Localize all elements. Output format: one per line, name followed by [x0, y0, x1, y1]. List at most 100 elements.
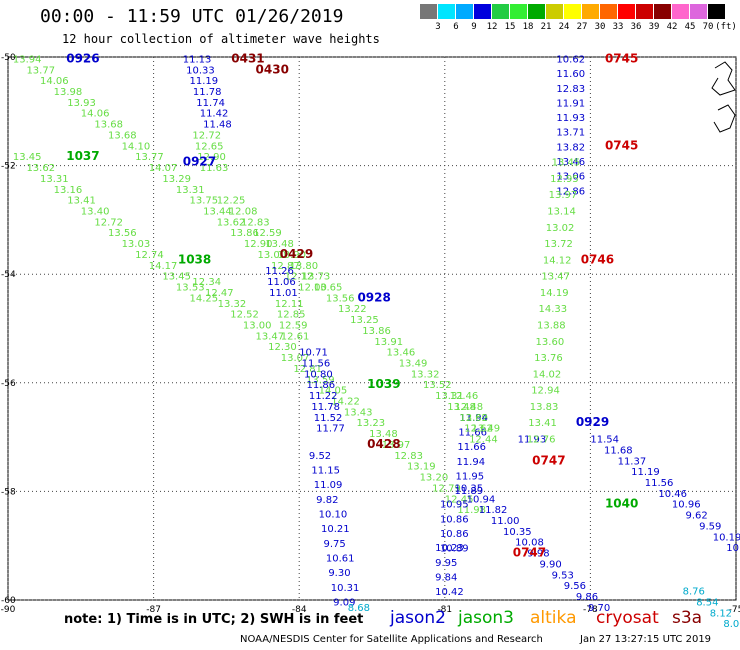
wave-height-value: 10.31	[331, 583, 360, 594]
wave-height-value: 13.52	[423, 380, 452, 391]
wave-height-value: 11.68	[604, 445, 633, 456]
scale-label: 36	[630, 22, 642, 32]
wave-height-value: 13.31	[176, 185, 205, 196]
legend-cryosat: cryosat	[596, 608, 659, 628]
wave-height-value: 12.74	[135, 250, 164, 261]
pass-time-label: 1038	[178, 252, 211, 266]
wave-height-value: 9.84	[435, 572, 457, 583]
scale-swatch	[582, 4, 599, 19]
wave-height-value: 13.41	[67, 196, 96, 207]
lon-tick-label: -90	[1, 605, 16, 615]
wave-height-value: 10.10	[726, 543, 740, 554]
pass-time-label: 0926	[66, 51, 99, 65]
wave-height-value: 13.62	[217, 217, 246, 228]
wave-height-value: 11.78	[311, 402, 340, 413]
wave-height-value: 11.26	[265, 266, 294, 277]
wave-height-value: 9.95	[435, 558, 457, 569]
wave-height-value: 12.59	[279, 321, 308, 332]
wave-height-value: 13.73	[302, 272, 331, 283]
wave-height-value: 13.45	[13, 152, 42, 163]
wave-height-value: 13.59	[459, 413, 488, 424]
wave-height-value: 11.94	[456, 457, 485, 468]
wave-height-value: 12.90	[197, 152, 226, 163]
wave-height-value: 12.87	[271, 261, 300, 272]
wave-height-value: 8.76	[683, 587, 705, 598]
wave-height-value: 13.43	[344, 407, 373, 418]
scale-swatch	[564, 4, 581, 19]
wave-height-value: 8.68	[348, 603, 370, 614]
wave-height-value: 13.32	[411, 369, 440, 380]
wave-height-value: 13.31	[435, 391, 464, 402]
wave-height-value: 9.86	[576, 592, 598, 603]
scale-swatch	[600, 4, 617, 19]
wave-height-value: 13.20	[420, 473, 449, 484]
wave-height-value: 10.80	[304, 369, 333, 380]
wave-height-value: 13.91	[374, 337, 403, 348]
wave-height-value: 10.62	[556, 54, 585, 65]
scale-swatch	[456, 4, 473, 19]
wave-height-value: 9.59	[699, 521, 721, 532]
wave-height-value: 13.48	[447, 402, 476, 413]
wave-height-value: 11.37	[618, 456, 647, 467]
wave-height-value: 13.00	[243, 321, 272, 332]
wave-height-value: 9.62	[686, 511, 708, 522]
wave-height-value: 13.49	[471, 424, 500, 435]
wave-height-value: 13.19	[407, 462, 436, 473]
wave-height-value: 13.45	[162, 272, 191, 283]
wave-height-value: 11.77	[316, 424, 345, 435]
wave-height-value: 12.83	[241, 217, 270, 228]
wave-height-value: 13.06	[556, 172, 585, 183]
wave-height-value: 12.95	[550, 174, 579, 185]
wave-height-value: 11.60	[556, 69, 585, 80]
wave-height-value: 12.85	[277, 310, 306, 321]
wave-height-value: 9.53	[552, 570, 574, 581]
wave-height-value: 11.00	[491, 516, 520, 527]
pass-time-label: 0431	[231, 51, 264, 65]
scale-label: 33	[612, 22, 624, 32]
wave-height-value: 13.00	[257, 250, 286, 261]
wave-height-value: 11.56	[302, 359, 331, 370]
wave-height-value: 13.32	[218, 299, 247, 310]
wave-height-value: 11.78	[193, 87, 222, 98]
wave-height-value: 12.45	[445, 494, 474, 505]
wave-height-value: 13.23	[356, 418, 385, 429]
wave-height-value: 10.10	[319, 509, 348, 520]
wave-height-value: 13.46	[556, 157, 585, 168]
scale-unit: (ft)	[715, 22, 737, 32]
scale-label: 18	[522, 22, 534, 32]
pass-time-label: 0747	[532, 453, 565, 467]
wave-height-value: 14.25	[190, 293, 219, 304]
wave-height-value: 14.02	[533, 369, 562, 380]
scale-label: 3	[435, 22, 441, 32]
lon-tick-label: -78	[583, 605, 598, 615]
wave-height-value: 14.06	[81, 109, 110, 120]
wave-height-value: 13.46	[387, 348, 416, 359]
wave-height-value: 8.54	[696, 597, 718, 608]
wave-height-value: 13.29	[162, 174, 191, 185]
wave-height-value: 11.63	[200, 163, 229, 174]
wave-height-value: 12.52	[230, 310, 259, 321]
wave-height-value: 14.12	[543, 255, 572, 266]
lat-tick-label: -52	[1, 162, 16, 172]
wave-height-value: 9.75	[323, 539, 345, 550]
wave-height-value: 12.00	[298, 282, 327, 293]
scale-label: 39	[648, 22, 660, 32]
lon-tick-label: -84	[292, 605, 307, 615]
scale-label: 24	[558, 22, 570, 32]
wave-height-value: 8.00	[723, 619, 740, 630]
pass-time-label: 0746	[581, 252, 614, 266]
lat-tick-label: -50	[1, 53, 16, 63]
scale-swatch	[690, 4, 707, 19]
wave-height-value: 13.44	[203, 206, 232, 217]
wave-height-value: 12.83	[394, 451, 423, 462]
wave-height-value: 9.98	[527, 549, 549, 560]
wave-height-value: 13.07	[281, 353, 310, 364]
wave-height-value: 13.77	[135, 152, 164, 163]
wave-height-value: 11.82	[479, 505, 508, 516]
wave-height-value: 13.86	[230, 228, 259, 239]
wave-height-value: 13.68	[108, 130, 137, 141]
wave-height-value: 14.07	[149, 163, 178, 174]
wave-height-value: 10.94	[467, 494, 496, 505]
wave-height-value: 12.65	[195, 141, 224, 152]
wave-height-value: 13.97	[549, 190, 578, 201]
